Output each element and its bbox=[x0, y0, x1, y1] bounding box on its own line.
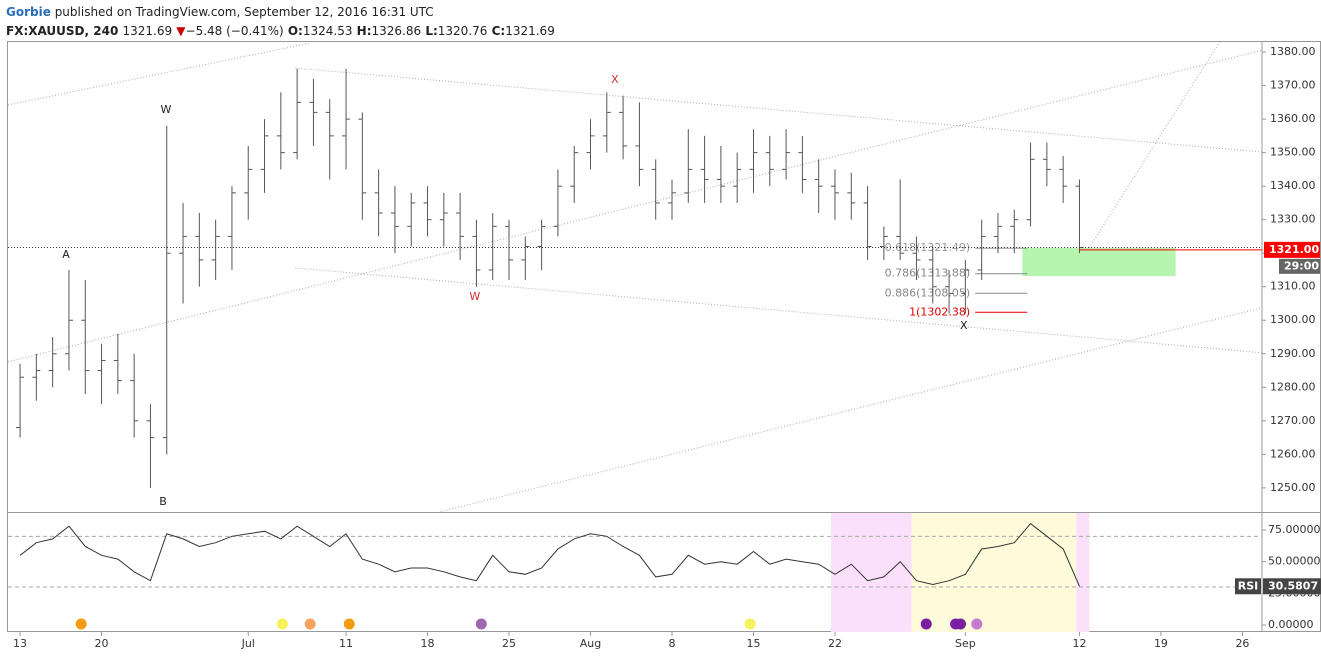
fib-label: 0.618(1321.49) bbox=[885, 241, 971, 254]
change: −5.48 (−0.41%) bbox=[185, 24, 284, 38]
rsi-pane bbox=[8, 513, 1262, 632]
trend-line bbox=[1088, 42, 1221, 249]
wave-label: B bbox=[159, 495, 167, 508]
y-tick-label: 1280.00 bbox=[1270, 380, 1316, 393]
event-dot bbox=[304, 618, 316, 630]
y-tick-label: 1260.00 bbox=[1270, 447, 1316, 460]
countdown-box bbox=[1279, 258, 1320, 274]
y-tick-label: 1270.00 bbox=[1270, 414, 1316, 427]
x-tick-label: 26 bbox=[1235, 637, 1249, 650]
wave-label: A bbox=[62, 248, 70, 261]
price-box bbox=[1264, 241, 1320, 258]
y-tick-label: 1360.00 bbox=[1270, 112, 1316, 125]
zone bbox=[911, 513, 1077, 632]
arrow: ▼ bbox=[176, 24, 186, 38]
fib-label: 1(1302.38) bbox=[909, 305, 970, 318]
c-label: C: bbox=[491, 24, 506, 38]
price-box-label: 1321.00 bbox=[1269, 243, 1319, 256]
y-tick-label: 1380.00 bbox=[1270, 45, 1316, 58]
published: published on TradingView.com, September … bbox=[54, 5, 434, 19]
trend-line bbox=[8, 49, 1262, 363]
x-tick-label: 22 bbox=[828, 637, 842, 650]
rsi-tick-label: 50.00000 bbox=[1268, 555, 1321, 568]
low: 1320.76 bbox=[437, 24, 488, 38]
last: 1321.69 bbox=[122, 24, 173, 38]
rsi-name: RSI bbox=[1238, 579, 1259, 592]
zone bbox=[1076, 513, 1090, 632]
wave-label: X bbox=[960, 319, 968, 332]
x-tick-label: 8 bbox=[668, 637, 675, 650]
close: 1321.69 bbox=[505, 24, 555, 38]
x-tick-label: 18 bbox=[421, 637, 435, 650]
x-tick-label: 11 bbox=[339, 637, 353, 650]
x-tick-label: Jul bbox=[241, 637, 255, 650]
quote-line: FX:XAUUSD, 240 1321.69 ▼−5.48 (−0.41%) O… bbox=[6, 22, 555, 41]
rsi-name-box bbox=[1235, 578, 1261, 595]
rsi-value: 30.5807 bbox=[1268, 579, 1318, 592]
frame bbox=[7, 41, 1321, 632]
rsi-tick-label: 75.00000 bbox=[1268, 523, 1321, 536]
target-box bbox=[1022, 247, 1176, 276]
x-tick-label: 15 bbox=[746, 637, 760, 650]
o-label: O: bbox=[287, 24, 303, 38]
event-dot bbox=[75, 618, 87, 630]
publish-line: Gorbie published on TradingView.com, Sep… bbox=[6, 3, 555, 22]
open: 1324.53 bbox=[302, 24, 353, 38]
high: 1326.86 bbox=[371, 24, 422, 38]
header: Gorbie published on TradingView.com, Sep… bbox=[6, 3, 555, 41]
author: Gorbie bbox=[6, 5, 51, 19]
trend-line bbox=[295, 267, 1262, 354]
y-tick-label: 1310.00 bbox=[1270, 280, 1316, 293]
fib-label: 0.786(1313.88) bbox=[885, 267, 971, 280]
event-dot bbox=[744, 618, 756, 630]
zone bbox=[830, 513, 912, 632]
axes: A B W W X X 1250.00 1260.00 1270.00 1280.00 1290.0… bbox=[13, 45, 1321, 650]
fib-label: 0.886(1308.05) bbox=[885, 286, 971, 299]
event-dot bbox=[920, 618, 932, 630]
wave-label: W bbox=[160, 103, 171, 116]
rsi-tick-label: 0.00000 bbox=[1268, 618, 1314, 631]
event-dot bbox=[954, 618, 966, 630]
rsi-value-box bbox=[1263, 578, 1321, 595]
x-tick-label: 13 bbox=[13, 637, 27, 650]
y-tick-label: 1300.00 bbox=[1270, 313, 1316, 326]
symbol: FX:XAUUSD, 240 bbox=[6, 24, 119, 38]
h-label: H: bbox=[356, 24, 372, 38]
y-tick-label: 1330.00 bbox=[1270, 213, 1316, 226]
wave-label: X bbox=[611, 73, 619, 86]
x-tick-label: Sep bbox=[955, 637, 976, 650]
event-dot bbox=[971, 618, 983, 630]
event-dot bbox=[343, 618, 355, 630]
countdown: 29:00 bbox=[1284, 259, 1319, 272]
trend-line bbox=[8, 42, 311, 106]
wave-label: W bbox=[469, 290, 480, 303]
trend-line bbox=[440, 307, 1262, 512]
x-tick-label: Aug bbox=[580, 637, 601, 650]
y-tick-label: 1290.00 bbox=[1270, 347, 1316, 360]
trend-line bbox=[295, 67, 1262, 153]
x-tick-label: 25 bbox=[502, 637, 516, 650]
x-tick-label: 12 bbox=[1072, 637, 1086, 650]
l-label: L: bbox=[425, 24, 438, 38]
y-tick-label: 1350.00 bbox=[1270, 146, 1316, 159]
y-tick-label: 1340.00 bbox=[1270, 179, 1316, 192]
y-tick-label: 1250.00 bbox=[1270, 481, 1316, 494]
x-tick-label: 20 bbox=[95, 637, 109, 650]
event-dot bbox=[475, 618, 487, 630]
rsi-line bbox=[19, 522, 1080, 587]
x-tick-label: 19 bbox=[1154, 637, 1168, 650]
price-pane: 0.618(1321.49) 0.786(1313.88) 0.886(1308.0… bbox=[8, 42, 1262, 512]
y-tick-label: 1370.00 bbox=[1270, 79, 1316, 92]
event-dot bbox=[276, 618, 288, 630]
